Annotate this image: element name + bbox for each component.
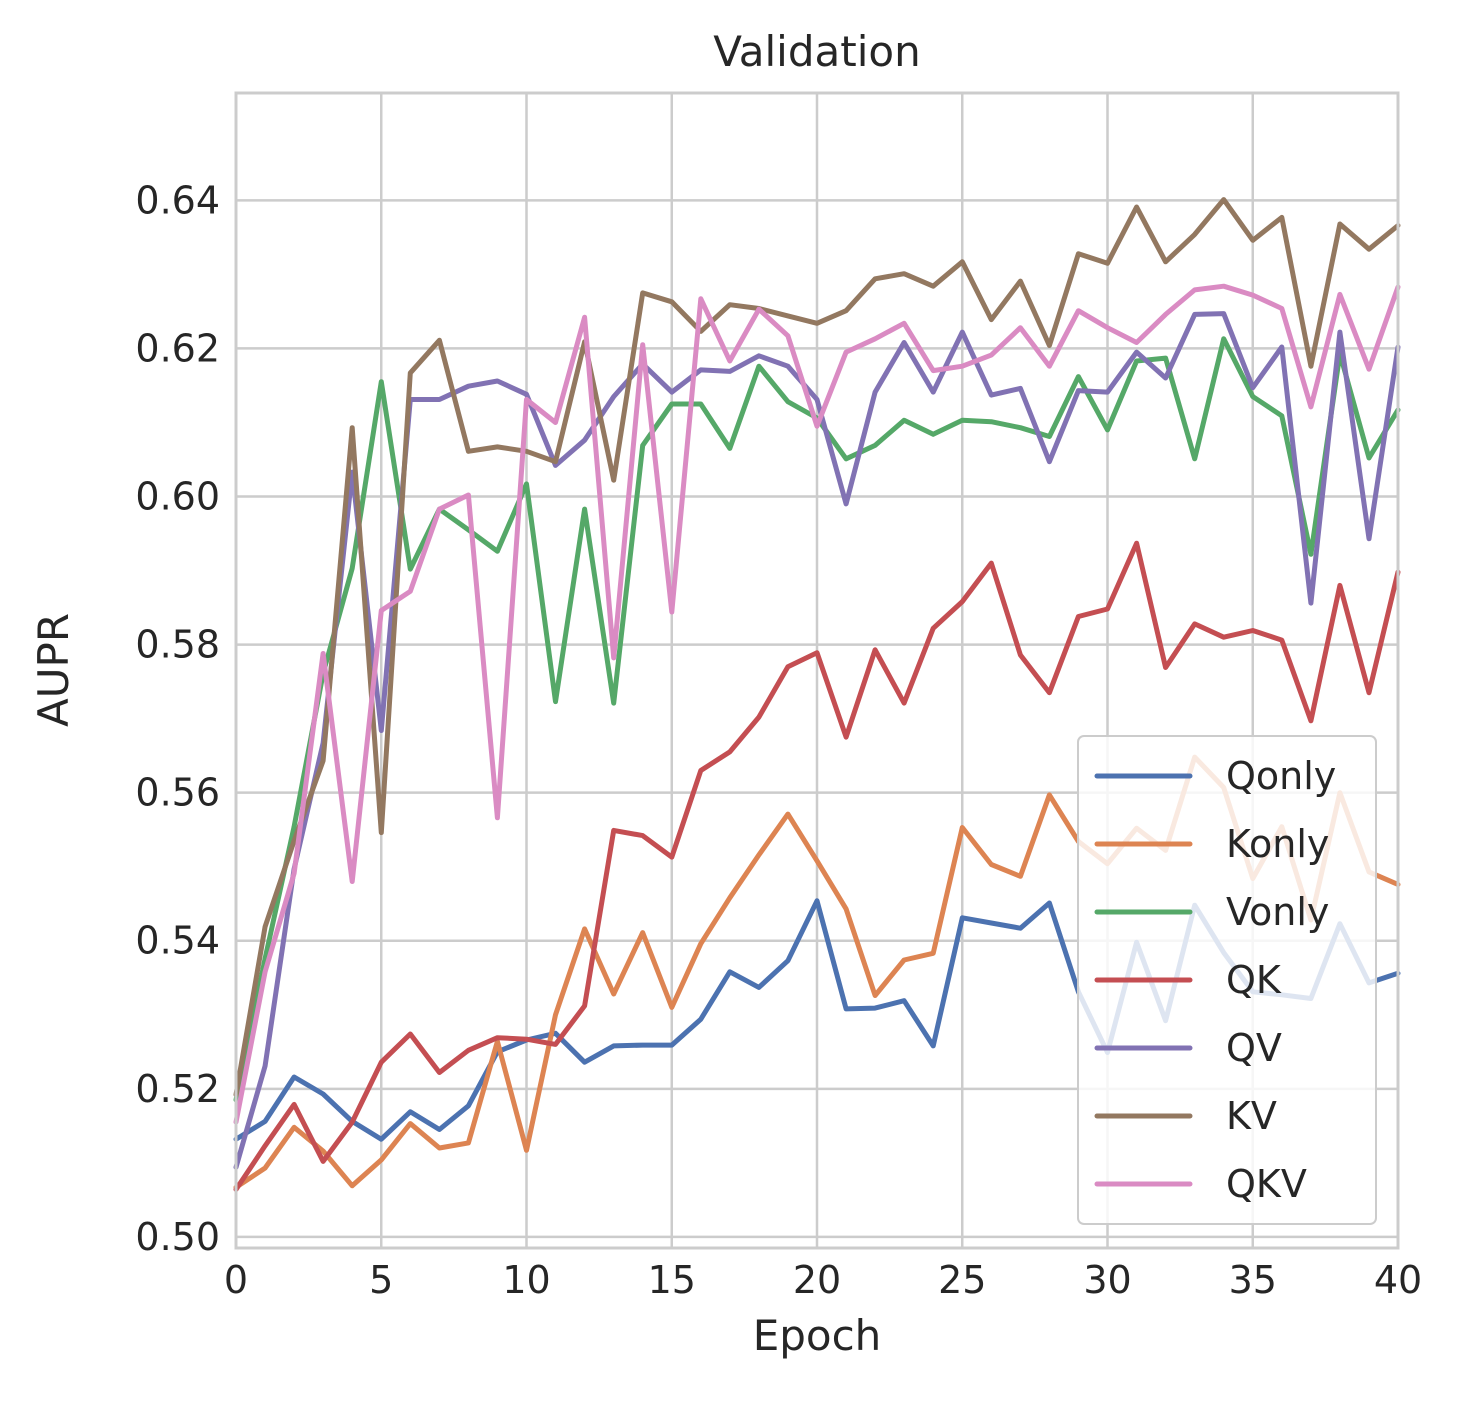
y-tick-label: 0.54	[135, 919, 220, 963]
legend-label: Qonly	[1226, 754, 1336, 798]
y-tick-label: 0.50	[135, 1215, 220, 1259]
x-tick-label: 40	[1374, 1258, 1422, 1302]
y-tick-label: 0.62	[135, 326, 220, 370]
y-axis-ticks: 0.50 0.52 0.54 0.56 0.58 0.60 0.62 0.64	[135, 178, 220, 1259]
x-tick-label: 35	[1229, 1258, 1277, 1302]
y-tick-label: 0.64	[135, 178, 220, 222]
legend-label: QKV	[1226, 1162, 1307, 1206]
legend-label: QK	[1226, 958, 1282, 1002]
chart-title: Validation	[713, 27, 920, 76]
y-tick-label: 0.52	[135, 1067, 220, 1111]
x-tick-label: 5	[369, 1258, 393, 1302]
legend-label: KV	[1226, 1094, 1277, 1138]
legend: Qonly Konly Vonly QK QV KV QKV	[1077, 735, 1377, 1225]
legend-frame	[1077, 735, 1377, 1225]
x-axis-title: Epoch	[753, 1311, 882, 1360]
series-line-qkv	[233, 283, 1401, 1125]
x-tick-label: 10	[502, 1258, 550, 1302]
y-axis-title: AUPR	[29, 613, 78, 727]
x-tick-label: 25	[938, 1258, 986, 1302]
x-tick-label: 0	[224, 1258, 248, 1302]
legend-label: QV	[1226, 1026, 1282, 1070]
series-line-kv	[233, 197, 1401, 1098]
legend-label: Vonly	[1226, 890, 1329, 934]
x-tick-label: 15	[648, 1258, 696, 1302]
x-axis-ticks: 0 5 10 15 20 25 30 35 40	[224, 1258, 1422, 1302]
y-tick-label: 0.56	[135, 771, 220, 815]
series-line-qv	[233, 311, 1401, 1170]
x-tick-label: 30	[1083, 1258, 1131, 1302]
x-tick-label: 20	[793, 1258, 841, 1302]
legend-label: Konly	[1226, 822, 1329, 866]
plot-area	[233, 91, 1401, 1250]
series-line-qk	[233, 540, 1401, 1192]
y-tick-label: 0.60	[135, 475, 220, 519]
plot-frame	[234, 91, 1400, 1250]
y-tick-label: 0.58	[135, 623, 220, 667]
